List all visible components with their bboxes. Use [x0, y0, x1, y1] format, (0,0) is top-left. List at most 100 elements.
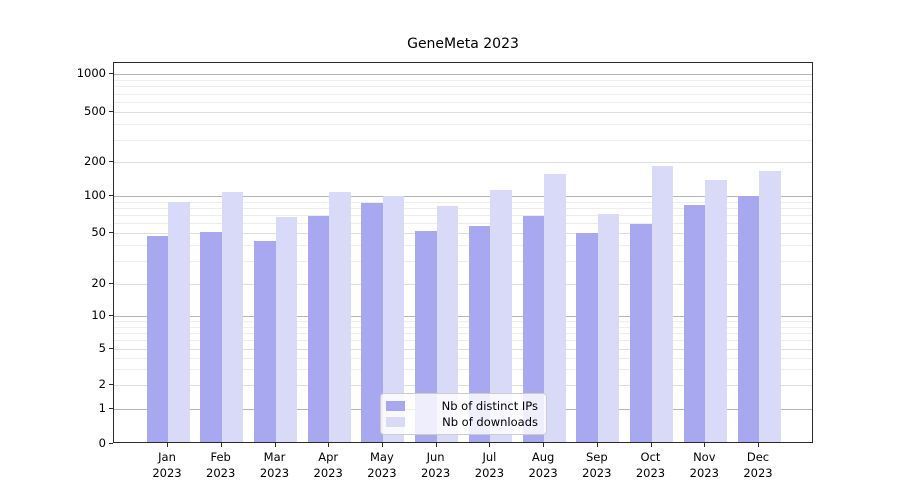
- xtick-mark-jan: [167, 443, 168, 447]
- bar-distinct-ips-jul: [468, 226, 491, 442]
- bar-distinct-ips-sep: [576, 233, 598, 442]
- bar-distinct-ips-nov: [683, 204, 706, 442]
- xtick-mark-apr: [328, 443, 330, 447]
- ytick-label-2: 2: [98, 377, 106, 391]
- gridline-y-30: [114, 261, 812, 263]
- gridline-y-5: [114, 349, 812, 350]
- gridline-y-90: [114, 201, 812, 203]
- legend: Nb of distinct IPs Nb of downloads: [380, 393, 547, 435]
- gridline-y-10: [114, 316, 812, 317]
- gridline-y-100: [114, 196, 812, 197]
- xtick-label-dec: Dec 2023: [743, 450, 773, 480]
- ytick-label-500: 500: [84, 104, 106, 118]
- xtick-label-jun: Jun 2023: [420, 450, 451, 480]
- xtick-label-sep: Sep 2023: [582, 450, 612, 480]
- gridline-y-600: [114, 102, 812, 103]
- gridline-y-800: [114, 86, 812, 88]
- ytick-mark-500: [109, 111, 113, 112]
- bar-downloads-dec: [759, 170, 781, 442]
- bar-distinct-ips-jan: [146, 236, 168, 442]
- bar-distinct-ips-apr: [307, 215, 330, 442]
- gridline-y-70: [114, 215, 812, 216]
- gridline-y-400: [114, 124, 812, 126]
- xtick-label-oct: Oct 2023: [635, 450, 666, 480]
- xtick-mark-jun: [435, 443, 437, 447]
- bar-downloads-apr: [329, 192, 351, 442]
- plot-area: [113, 62, 813, 443]
- bar-distinct-ips-dec: [737, 195, 759, 442]
- bar-distinct-ips-mar: [254, 241, 276, 442]
- gridline-y-300: [114, 139, 812, 141]
- gridline-y-700: [114, 93, 812, 95]
- gridline-y-4: [114, 357, 812, 359]
- gridline-y-2: [114, 385, 812, 386]
- legend-label-distinct-ips: Nb of distinct IPs: [441, 399, 538, 413]
- xtick-label-feb: Feb 2023: [206, 450, 236, 480]
- xtick-label-apr: Apr 2023: [313, 450, 343, 480]
- xtick-label-aug: Aug 2023: [528, 450, 558, 480]
- ytick-mark-1: [109, 408, 113, 409]
- bar-distinct-ips-feb: [200, 231, 222, 442]
- legend-item-distinct-ips: Nb of distinct IPs: [386, 399, 538, 413]
- gridline-y-6: [114, 340, 812, 342]
- bar-downloads-feb: [221, 191, 244, 442]
- gridline-y-8: [114, 326, 812, 328]
- ytick-mark-200: [109, 161, 113, 162]
- ytick-mark-0: [109, 443, 113, 444]
- ytick-mark-5: [109, 348, 113, 349]
- legend-swatch-downloads: [386, 417, 405, 427]
- xtick-mark-aug: [543, 443, 545, 447]
- xtick-label-mar: Mar 2023: [259, 450, 290, 480]
- gridline-y-900: [114, 79, 812, 81]
- bar-downloads-aug: [544, 173, 566, 442]
- ytick-mark-2: [109, 384, 113, 385]
- gridline-y-1000: [114, 74, 812, 75]
- xtick-label-may: May 2023: [367, 450, 397, 480]
- ytick-label-5: 5: [98, 341, 106, 355]
- bar-downloads-nov: [705, 180, 727, 442]
- bar-downloads-oct: [651, 165, 673, 442]
- bar-distinct-ips-may: [361, 203, 383, 442]
- bar-distinct-ips-oct: [630, 224, 652, 442]
- ytick-mark-20: [109, 283, 113, 284]
- ytick-mark-100: [109, 195, 113, 196]
- bar-downloads-jan: [168, 202, 190, 442]
- ytick-label-10: 10: [91, 308, 106, 322]
- bar-downloads-sep: [597, 213, 620, 442]
- legend-label-downloads: Nb of downloads: [442, 415, 538, 429]
- ytick-label-20: 20: [91, 276, 106, 290]
- ytick-label-50: 50: [91, 225, 106, 239]
- bar-downloads-jul: [490, 189, 512, 442]
- xtick-label-jul: Jul 2023: [474, 450, 505, 480]
- xtick-mark-oct: [650, 443, 652, 447]
- xtick-mark-nov: [704, 443, 706, 447]
- ytick-mark-10: [109, 315, 113, 316]
- xtick-mark-may: [381, 443, 383, 447]
- chart-title: GeneMeta 2023: [407, 36, 519, 52]
- xtick-mark-dec: [758, 443, 759, 447]
- bar-distinct-ips-jun: [415, 230, 437, 442]
- gridline-y-200: [114, 162, 812, 163]
- gridline-y-3: [114, 369, 812, 371]
- ytick-label-0: 0: [98, 436, 106, 450]
- ytick-mark-50: [109, 232, 113, 233]
- legend-swatch-distinct-ips: [386, 401, 405, 411]
- gridline-y-7: [114, 333, 812, 334]
- gridline-y-500: [114, 112, 812, 113]
- ytick-label-1: 1: [98, 401, 106, 415]
- ytick-label-200: 200: [84, 154, 106, 168]
- ytick-label-100: 100: [84, 188, 106, 202]
- gridline-y-80: [114, 207, 812, 209]
- bar-downloads-jun: [436, 205, 459, 442]
- gridline-y-40: [114, 245, 812, 247]
- xtick-mark-sep: [596, 443, 598, 447]
- bar-distinct-ips-aug: [522, 215, 545, 442]
- xtick-label-nov: Nov 2023: [689, 450, 719, 480]
- gridline-y-20: [114, 284, 812, 285]
- xtick-mark-mar: [274, 443, 276, 447]
- gridline-y-9: [114, 321, 812, 322]
- xtick-label-jan: Jan 2023: [152, 450, 182, 480]
- xtick-mark-jul: [489, 443, 491, 447]
- gridline-y-50: [114, 233, 812, 234]
